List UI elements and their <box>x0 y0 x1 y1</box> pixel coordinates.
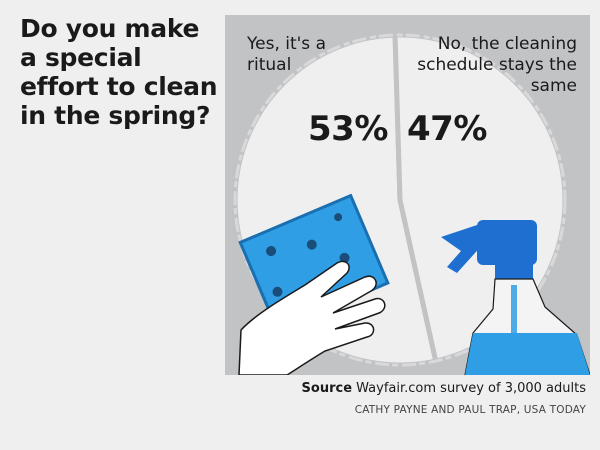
sponge-hand-illustration <box>238 193 390 375</box>
chart-panel: Yes, it's a ritual No, the cleaning sche… <box>225 15 590 375</box>
pie-outline <box>233 33 567 367</box>
chart-title: Do you make a special effort to clean in… <box>20 14 218 130</box>
spray-bottle-illustration <box>441 220 590 375</box>
source-line: Source Wayfair.com survey of 3,000 adult… <box>302 381 586 396</box>
source-prefix: Source <box>301 381 353 396</box>
pie-chart <box>232 32 590 375</box>
hand-icon <box>238 260 386 375</box>
slice-label-no: No, the cleaning schedule stays the same <box>417 34 577 96</box>
credit-line: CATHY PAYNE AND PAUL TRAP, USA TODAY <box>354 404 586 416</box>
source-text: Wayfair.com survey of 3,000 adults <box>356 381 586 396</box>
slice-value-no: 47% <box>407 109 487 149</box>
slice-label-yes: Yes, it's a ritual <box>247 34 326 75</box>
slice-value-yes: 53% <box>308 109 388 149</box>
